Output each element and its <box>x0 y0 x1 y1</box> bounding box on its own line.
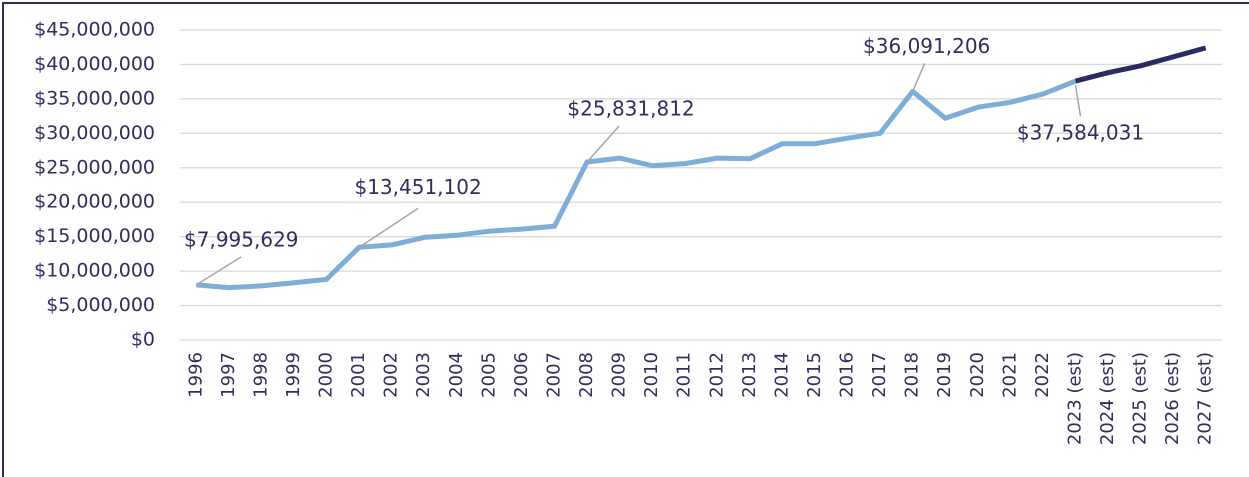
x-tick-label: 2008 <box>576 352 597 398</box>
x-tick-label: 2021 <box>999 352 1020 398</box>
plot <box>196 45 1207 291</box>
data-label: $7,995,629 <box>184 227 299 251</box>
data-label: $13,451,102 <box>354 175 481 199</box>
y-tick-label: $10,000,000 <box>34 260 155 282</box>
x-tick-label: 2016 <box>837 352 858 398</box>
y-tick-label: $30,000,000 <box>34 122 155 144</box>
x-tick-label: 2018 <box>902 352 923 398</box>
y-tick-label: $0 <box>131 329 155 351</box>
y-tick-label: $25,000,000 <box>34 156 155 178</box>
x-tick-label: 2001 <box>348 352 369 398</box>
x-tick-label: 1999 <box>283 352 304 398</box>
data-label: $25,831,812 <box>567 97 694 121</box>
x-tick-label: 2009 <box>609 352 630 398</box>
x-tick-label: 2004 <box>446 352 467 398</box>
leader-line <box>195 256 242 286</box>
leader-line <box>1074 84 1082 117</box>
series-line <box>196 78 1077 291</box>
x-tick-label: 2024 (est) <box>1097 352 1118 445</box>
y-tick-label: $35,000,000 <box>34 87 155 109</box>
x-tick-label: 2014 <box>771 352 792 398</box>
x-tick-label: 2020 <box>967 352 988 398</box>
x-tick-label: 2012 <box>706 352 727 398</box>
x-tick-label: 1996 <box>185 352 206 398</box>
data-label: $37,584,031 <box>1017 121 1144 145</box>
grid <box>180 29 1222 341</box>
x-tick-label: 1997 <box>218 352 239 398</box>
x-tick-label: 2022 <box>1032 352 1053 398</box>
y-tick-label: $20,000,000 <box>34 191 155 213</box>
x-tick-label: 2007 <box>543 352 564 398</box>
x-tick-label: 2013 <box>739 352 760 398</box>
x-tick-label: 2017 <box>869 352 890 398</box>
x-tick-label: 2026 (est) <box>1162 352 1183 445</box>
y-tick-label: $5,000,000 <box>46 294 155 316</box>
x-tick-label: 2011 <box>674 352 695 398</box>
x-tick-label: 2027 (est) <box>1195 352 1216 445</box>
x-tick-label: 2002 <box>381 352 402 398</box>
leader-line <box>586 125 620 163</box>
x-tick-label: 2025 (est) <box>1130 352 1151 445</box>
x-tick-label: 2015 <box>804 352 825 398</box>
x-tick-label: 2006 <box>511 352 532 398</box>
x-tick-label: 1998 <box>250 352 271 398</box>
x-tick-label: 2000 <box>316 352 337 398</box>
x-tick-label: 2010 <box>641 352 662 398</box>
series-line <box>1074 45 1207 84</box>
leader-line <box>911 63 926 92</box>
y-tick-label: $15,000,000 <box>34 225 155 247</box>
x-tick-label: 2003 <box>413 352 434 398</box>
x-tick-label: 2023 (est) <box>1064 352 1085 445</box>
data-label: $36,091,206 <box>863 34 990 58</box>
x-tick-label: 2019 <box>934 352 955 398</box>
y-tick-label: $40,000,000 <box>34 53 155 75</box>
x-tick-label: 2005 <box>478 352 499 398</box>
leader-line <box>358 207 419 248</box>
y-tick-label: $45,000,000 <box>34 19 155 41</box>
